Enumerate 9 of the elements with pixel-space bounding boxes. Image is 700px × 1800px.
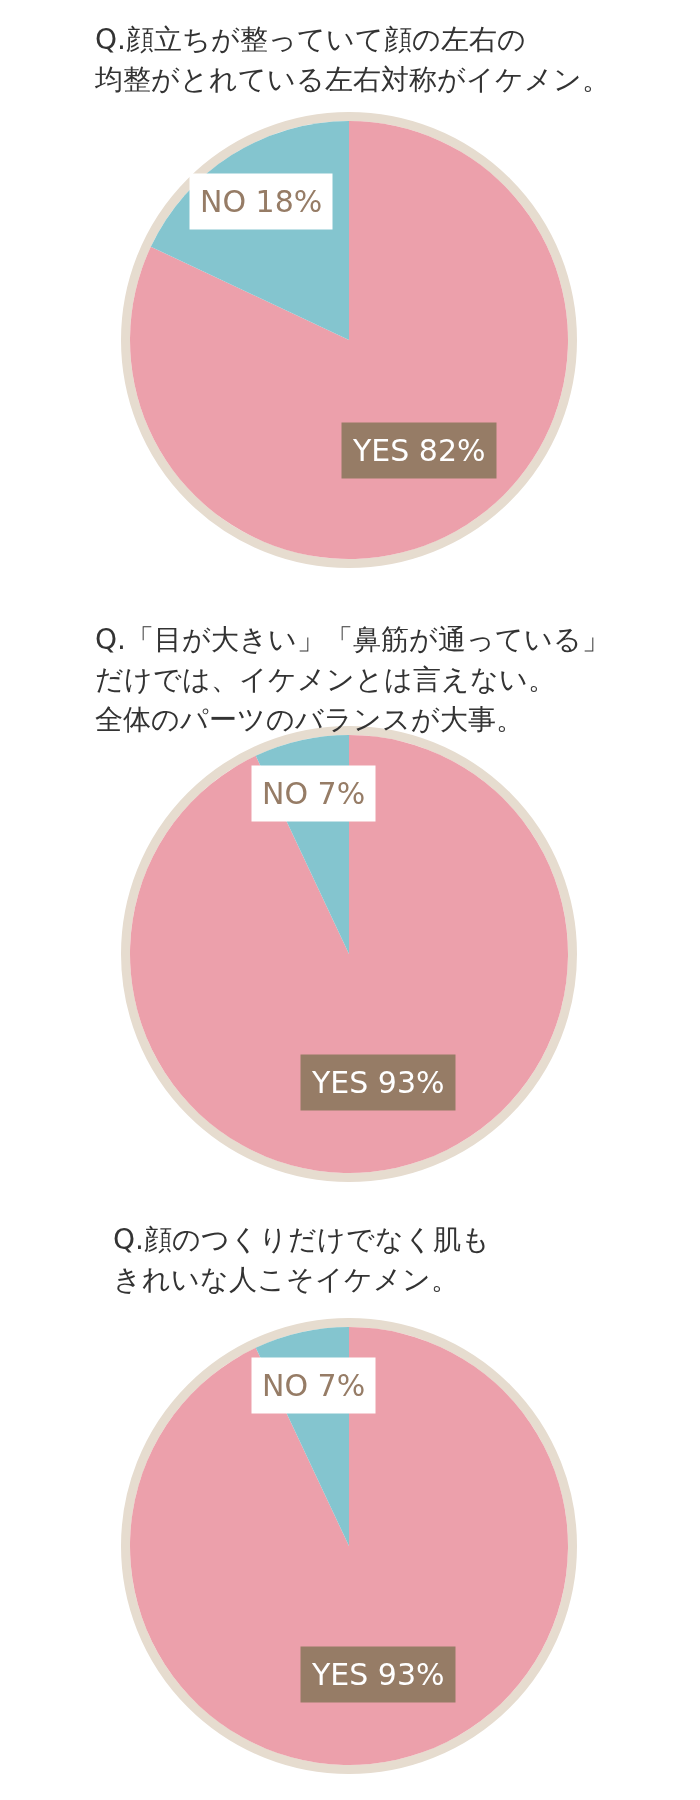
slice-label: NO 7% [262, 1368, 366, 1403]
slice-label: NO 7% [262, 776, 366, 811]
chart-title: Q.「目が大きい」「鼻筋が通っている」だけでは、イケメンとは言えない。全体のパーツのバランスが大事。 [95, 622, 610, 738]
slice-label: YES 82% [352, 433, 486, 468]
chart-title: Q.顔立ちが整っていて顔の左右の均整がとれている左右対称がイケメン。 [95, 22, 610, 98]
chart-title: Q.顔のつくりだけでなく肌もきれいな人こそイケメン。 [113, 1222, 490, 1298]
slice-label: NO 18% [200, 184, 323, 219]
slice-label: YES 93% [311, 1657, 445, 1692]
slice-label: YES 93% [311, 1065, 445, 1100]
